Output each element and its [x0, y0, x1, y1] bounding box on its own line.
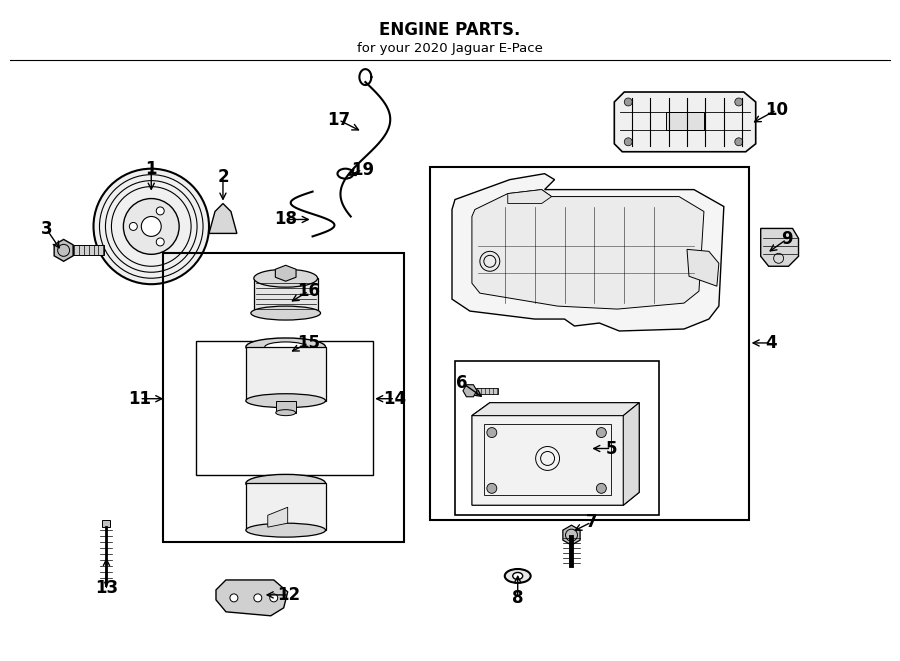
Circle shape	[734, 98, 742, 106]
Bar	[455, 361, 659, 515]
Polygon shape	[472, 190, 704, 309]
Ellipse shape	[254, 269, 318, 287]
Polygon shape	[209, 204, 237, 233]
Circle shape	[254, 594, 262, 602]
Polygon shape	[508, 190, 552, 204]
Polygon shape	[624, 403, 639, 505]
Circle shape	[597, 483, 607, 493]
Circle shape	[625, 137, 632, 146]
Polygon shape	[615, 92, 756, 152]
Text: 3: 3	[40, 220, 52, 239]
Circle shape	[487, 428, 497, 438]
Bar	[430, 167, 749, 520]
Circle shape	[270, 594, 278, 602]
Bar	[246, 347, 326, 401]
Circle shape	[94, 169, 209, 284]
Text: 6: 6	[456, 373, 468, 392]
Circle shape	[141, 217, 161, 237]
Polygon shape	[463, 385, 477, 397]
Ellipse shape	[246, 338, 326, 356]
Text: 14: 14	[383, 390, 407, 408]
Text: 5: 5	[606, 440, 617, 457]
Text: ENGINE PARTS.: ENGINE PARTS.	[379, 21, 521, 39]
Text: 4: 4	[765, 334, 777, 352]
Circle shape	[130, 223, 138, 231]
Text: 1: 1	[146, 160, 157, 178]
Bar	[73, 245, 104, 255]
Bar	[666, 112, 704, 130]
Polygon shape	[687, 249, 719, 286]
Circle shape	[734, 137, 742, 146]
Text: 8: 8	[512, 589, 524, 607]
Text: 19: 19	[351, 161, 374, 178]
Circle shape	[625, 98, 632, 106]
Bar	[254, 278, 318, 313]
Polygon shape	[54, 239, 73, 261]
Bar	[275, 401, 296, 412]
Text: 9: 9	[781, 231, 792, 249]
Text: 12: 12	[277, 586, 301, 604]
Ellipse shape	[251, 306, 320, 320]
Circle shape	[230, 594, 238, 602]
Text: 7: 7	[586, 513, 598, 531]
Polygon shape	[562, 525, 580, 545]
Text: 11: 11	[128, 390, 151, 408]
Polygon shape	[103, 520, 111, 527]
Text: 17: 17	[327, 111, 350, 129]
Circle shape	[157, 207, 164, 215]
Polygon shape	[216, 580, 288, 616]
Text: 18: 18	[274, 210, 297, 229]
Polygon shape	[472, 403, 639, 505]
Polygon shape	[104, 582, 108, 588]
Text: 16: 16	[297, 282, 320, 300]
Text: 10: 10	[765, 101, 788, 119]
Bar	[163, 253, 404, 542]
Ellipse shape	[275, 410, 296, 416]
Bar	[484, 424, 611, 495]
Circle shape	[123, 198, 179, 254]
Bar	[476, 388, 498, 394]
Bar	[196, 341, 374, 475]
Polygon shape	[472, 403, 639, 416]
Ellipse shape	[246, 475, 326, 492]
Polygon shape	[452, 174, 724, 331]
Ellipse shape	[246, 394, 326, 408]
Ellipse shape	[265, 342, 307, 352]
Polygon shape	[268, 507, 288, 527]
Ellipse shape	[505, 569, 531, 583]
Circle shape	[157, 238, 164, 246]
Bar	[246, 483, 326, 530]
Text: 2: 2	[217, 168, 229, 186]
Polygon shape	[760, 229, 798, 266]
Text: 13: 13	[94, 579, 118, 597]
Ellipse shape	[246, 524, 326, 537]
Polygon shape	[275, 265, 296, 281]
Circle shape	[487, 483, 497, 493]
Circle shape	[597, 428, 607, 438]
Text: 15: 15	[297, 334, 320, 352]
Text: for your 2020 Jaguar E-Pace: for your 2020 Jaguar E-Pace	[357, 42, 543, 55]
Ellipse shape	[513, 572, 523, 580]
